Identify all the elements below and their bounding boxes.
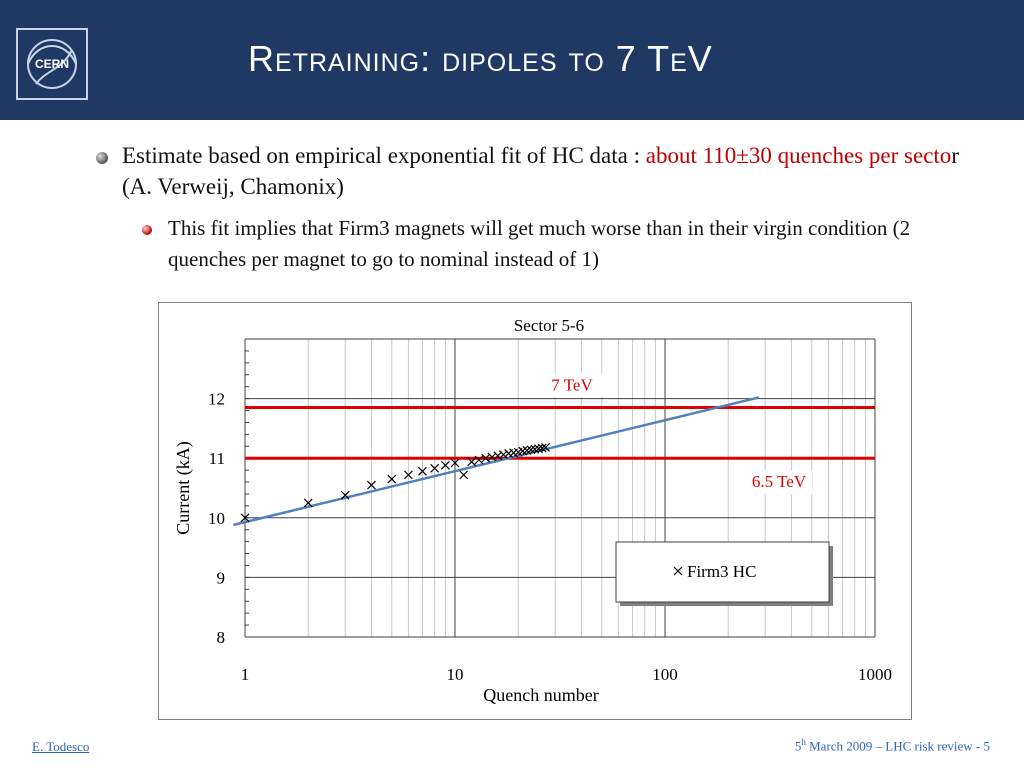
bullet-primary-plain: Estimate based on empirical exponential … xyxy=(122,143,646,168)
y-tick-label: 12 xyxy=(208,390,225,409)
chart-title: Sector 5-6 xyxy=(514,316,584,335)
footer-date-prefix: 5 xyxy=(794,738,802,754)
footer-author[interactable]: E. Todesco xyxy=(32,739,90,754)
reference-label-bg xyxy=(746,470,812,495)
bullet-secondary-text: This fit implies that Firm3 magnets will… xyxy=(168,216,911,271)
data-point xyxy=(498,450,508,460)
data-point xyxy=(403,470,413,480)
cern-logo-icon: CERN xyxy=(27,39,77,89)
data-point xyxy=(418,466,427,476)
chart-frame: 8 9 10 11 12 1 10 100 1000 Sector 5-6 Quench numbe… xyxy=(158,302,912,720)
x-tick-label: 1 xyxy=(241,665,250,684)
data-point xyxy=(240,513,250,523)
y-tick-label: 11 xyxy=(209,449,225,468)
bullet-secondary: This fit implies that Firm3 magnets will… xyxy=(140,213,980,275)
x-tick-label: 10 xyxy=(447,665,464,684)
legend-box xyxy=(615,541,830,603)
y-axis-label: Current (kA) xyxy=(173,441,194,534)
bullet-primary-plain-end: r (A. Verweij, Chamonix) xyxy=(122,143,959,199)
data-point xyxy=(474,455,484,465)
bullet-dot-icon xyxy=(96,152,108,164)
reference-label: 7 TeV xyxy=(551,376,593,395)
x-tick-label: 1000 xyxy=(858,665,892,684)
y-tick-label: 9 xyxy=(217,568,226,587)
reference-label: 6.5 TeV xyxy=(752,472,807,491)
footer-date: 5h March 2009 – LHC risk review - 5 xyxy=(795,737,990,754)
data-point xyxy=(541,443,551,452)
data-point xyxy=(534,444,543,454)
data-point xyxy=(526,445,536,455)
bullet-primary: Estimate based on empirical exponential … xyxy=(96,140,976,202)
data-point xyxy=(340,490,350,500)
data-point xyxy=(467,457,477,467)
legend-marker xyxy=(673,566,683,576)
logo-text: CERN xyxy=(35,57,69,71)
data-point xyxy=(530,444,540,454)
x-tick-label: 100 xyxy=(652,665,678,684)
slide-header: CERN Retraining: dipoles to 7 TeV xyxy=(0,0,1024,120)
data-point xyxy=(450,458,460,468)
fit-line xyxy=(233,396,760,527)
sub-bullet-dot-icon xyxy=(142,225,152,235)
legend-label: Firm3 HC xyxy=(687,562,756,581)
x-axis-label: Quench number xyxy=(483,685,598,705)
bullet-primary-text: Estimate based on empirical exponential … xyxy=(122,140,976,202)
footer-date-sup: h xyxy=(801,737,806,747)
data-point xyxy=(367,480,376,490)
data-point xyxy=(440,460,450,470)
cern-logo: CERN xyxy=(16,28,88,100)
data-point xyxy=(493,451,503,461)
quench-chart: 8 9 10 11 12 1 10 100 1000 Sector 5-6 Quench numbe… xyxy=(173,316,892,705)
reference-label-bg xyxy=(539,373,605,398)
bullet-primary-highlight: about 110±30 quenches per secto xyxy=(645,143,952,168)
data-point xyxy=(537,443,547,453)
slide-title: Retraining: dipoles to 7 TeV xyxy=(248,38,713,79)
footer-date-rest: March 2009 – LHC risk review - 5 xyxy=(805,738,990,754)
data-point xyxy=(303,498,313,508)
y-tick-label: 8 xyxy=(217,628,226,647)
data-point xyxy=(459,470,469,480)
y-tick-label: 10 xyxy=(208,509,225,528)
data-point xyxy=(387,474,397,484)
data-point xyxy=(430,463,440,473)
